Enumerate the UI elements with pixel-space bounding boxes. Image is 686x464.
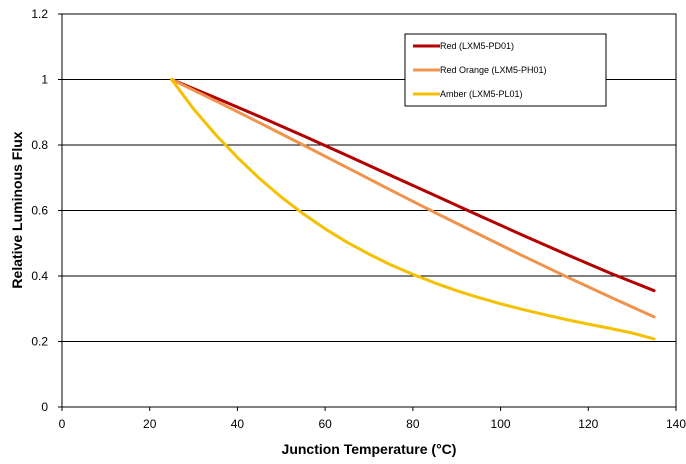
series-line-1 [170, 78, 656, 293]
y-tick-label: 1.2 [31, 7, 48, 21]
x-tick-label: 100 [491, 417, 511, 431]
y-tick-label: 1 [41, 73, 48, 87]
legend-label-1: Red (LXM5-PD01) [440, 41, 514, 51]
series-line-2 [170, 78, 656, 319]
x-tick-label: 140 [666, 417, 686, 431]
x-tick-label: 40 [231, 417, 245, 431]
x-tick-label: 60 [318, 417, 332, 431]
legend-label-2: Red Orange (LXM5-PH01) [440, 65, 547, 75]
legend-label-3: Amber (LXM5-PL01) [440, 89, 523, 99]
y-tick-label: 0 [41, 400, 48, 414]
series-line-3 [170, 78, 656, 341]
x-axis-ticks: 0 20 40 60 80 100 120 140 [59, 407, 686, 431]
x-tick-label: 0 [59, 417, 66, 431]
y-axis-title: Relative Luminous Flux [9, 131, 25, 288]
y-tick-label: 0.2 [31, 335, 48, 349]
series-lines [170, 78, 656, 341]
x-tick-label: 20 [143, 417, 157, 431]
y-tick-label: 0.4 [31, 269, 48, 283]
y-axis-ticks: 0 0.2 0.4 0.6 0.8 1 1.2 [31, 7, 62, 414]
x-tick-label: 120 [578, 417, 598, 431]
grid-lines [62, 79, 676, 342]
x-tick-label: 80 [406, 417, 420, 431]
y-tick-label: 0.8 [31, 138, 48, 152]
x-axis-title: Junction Temperature (°C) [282, 441, 457, 457]
legend: Red (LXM5-PD01) Red Orange (LXM5-PH01) Amb… [404, 33, 607, 107]
y-tick-label: 0.6 [31, 204, 48, 218]
